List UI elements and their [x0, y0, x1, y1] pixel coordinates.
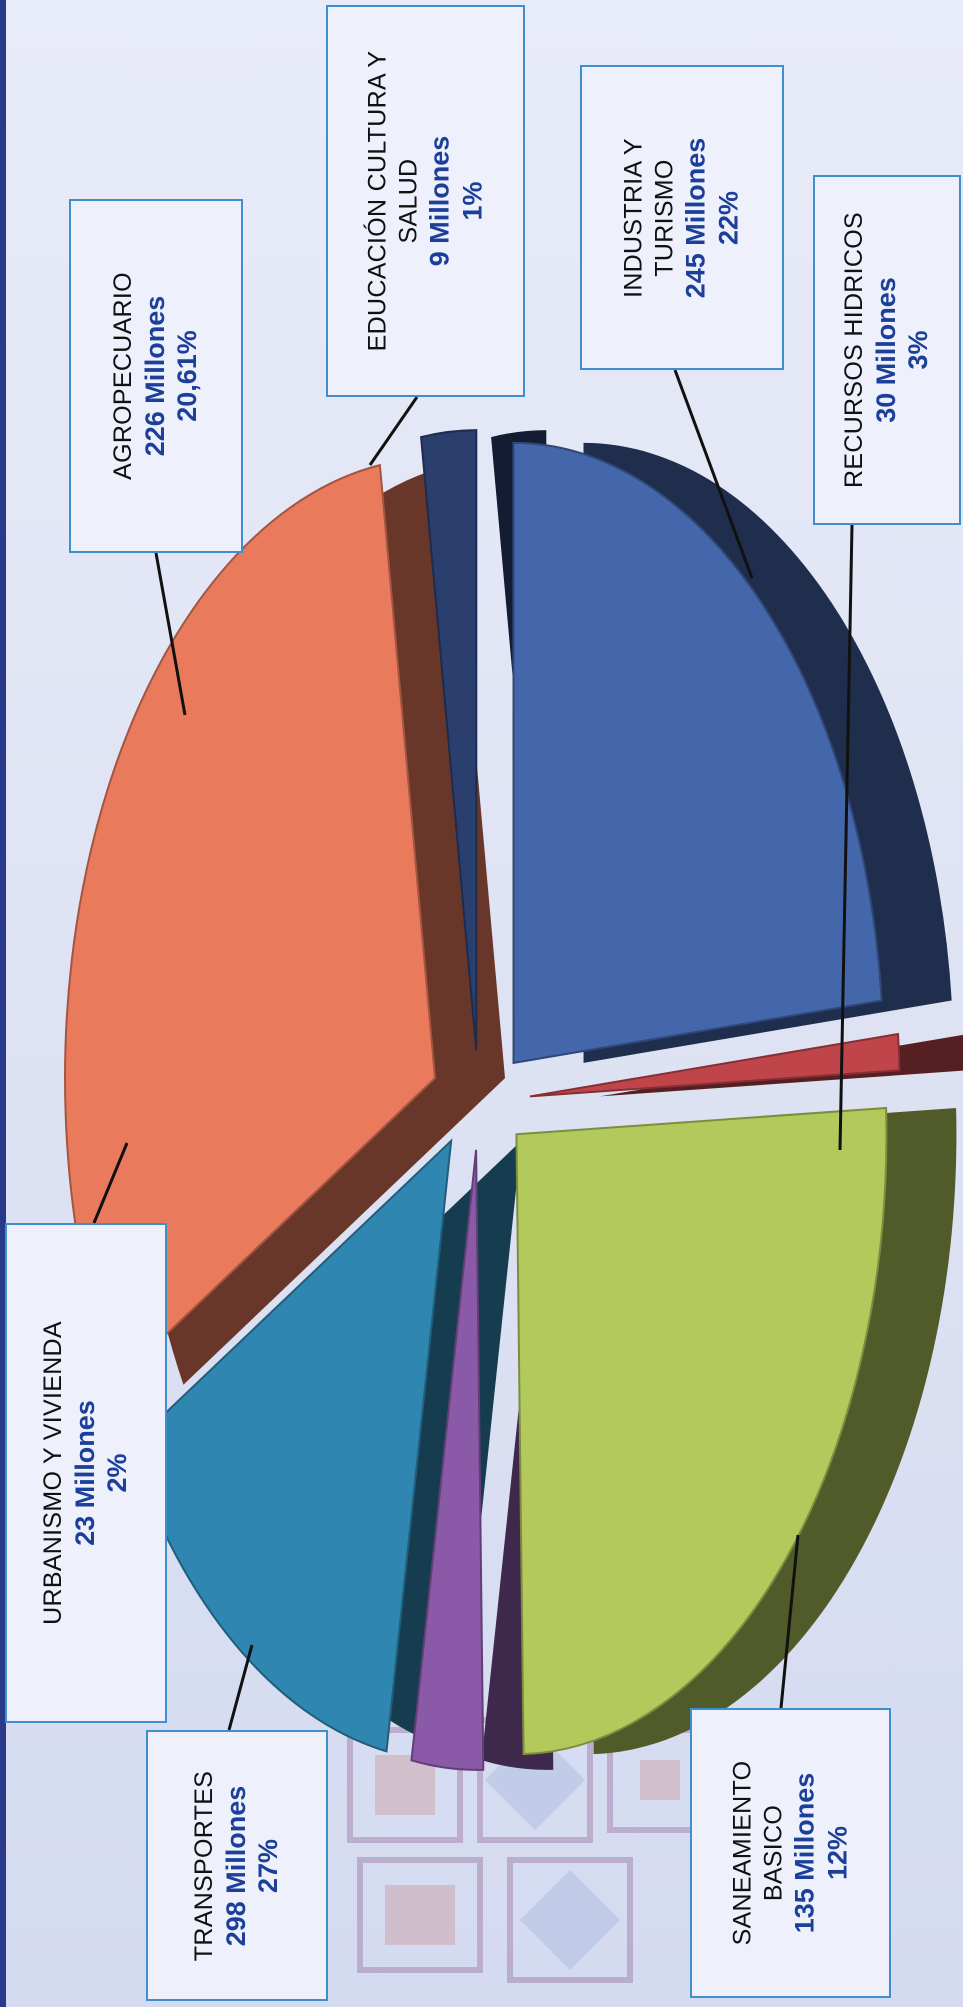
label-educacion: EDUCACIÓN CULTURA Y SALUD 9 Millones 1%	[326, 5, 525, 397]
label-educacion-name-line1: EDUCACIÓN CULTURA Y	[363, 50, 392, 352]
label-industria-name-line2: TURISMO	[650, 158, 679, 277]
label-agropecuario: AGROPECUARIO 226 Millones 20,61%	[69, 199, 243, 553]
label-industria-name-line1: INDUSTRIA Y	[619, 137, 648, 298]
leader-industria	[673, 369, 754, 579]
label-educacion-value: 9 Millones	[424, 135, 455, 267]
leader-recursos	[838, 524, 854, 1151]
label-recursos: RECURSOS HIDRICOS 30 Millones 3%	[813, 175, 961, 525]
pie-slice-industria	[515, 1106, 888, 1756]
label-urbanismo-percent: 2%	[102, 1453, 133, 1493]
label-saneamiento: SANEAMIENTO BASICO 135 Millones 12%	[690, 1708, 891, 1998]
label-industria-value: 245 Millones	[680, 137, 711, 298]
leader-urbanismo	[92, 1142, 129, 1224]
label-agropecuario-percent: 20,61%	[172, 330, 203, 422]
label-recursos-value: 30 Millones	[870, 277, 901, 423]
label-educacion-name-line2: SALUD	[393, 158, 422, 244]
pie-slice-urbanismo	[420, 429, 478, 1051]
label-agropecuario-value: 226 Millones	[139, 295, 170, 457]
leader-transportes	[227, 1644, 254, 1731]
label-recursos-percent: 3%	[903, 330, 934, 370]
label-transportes-value: 298 Millones	[220, 1785, 251, 1946]
label-urbanismo-name: URBANISMO Y VIVIENDA	[38, 1321, 67, 1625]
label-educacion-percent: 1%	[457, 181, 487, 221]
label-industria: INDUSTRIA Y TURISMO 245 Millones 22%	[580, 65, 784, 370]
label-transportes-percent: 27%	[253, 1838, 284, 1893]
pie-slice-agropecuario	[512, 441, 883, 1065]
label-industria-percent: 22%	[713, 190, 744, 245]
label-transportes-name: TRANSPORTES	[189, 1770, 218, 1961]
label-agropecuario-name: AGROPECUARIO	[108, 272, 137, 480]
label-saneamiento-value: 135 Millones	[789, 1772, 820, 1934]
label-saneamiento-percent: 12%	[822, 1825, 852, 1881]
label-transportes: TRANSPORTES 298 Millones 27%	[146, 1730, 328, 2001]
leader-educacion	[368, 396, 419, 466]
pie-slice-educacion	[529, 1032, 901, 1098]
label-recursos-name: RECURSOS HIDRICOS	[839, 212, 868, 488]
label-urbanismo: URBANISMO Y VIVIENDA 23 Millones 2%	[5, 1223, 167, 1723]
leader-saneamiento	[779, 1534, 800, 1709]
leader-agropecuario	[154, 552, 187, 716]
label-urbanismo-value: 23 Millones	[69, 1400, 100, 1546]
label-saneamiento-name-line2: BASICO	[758, 1804, 787, 1902]
label-saneamiento-name-line1: SANEAMIENTO	[728, 1760, 757, 1946]
pie-slice-recursos	[410, 1149, 485, 1771]
